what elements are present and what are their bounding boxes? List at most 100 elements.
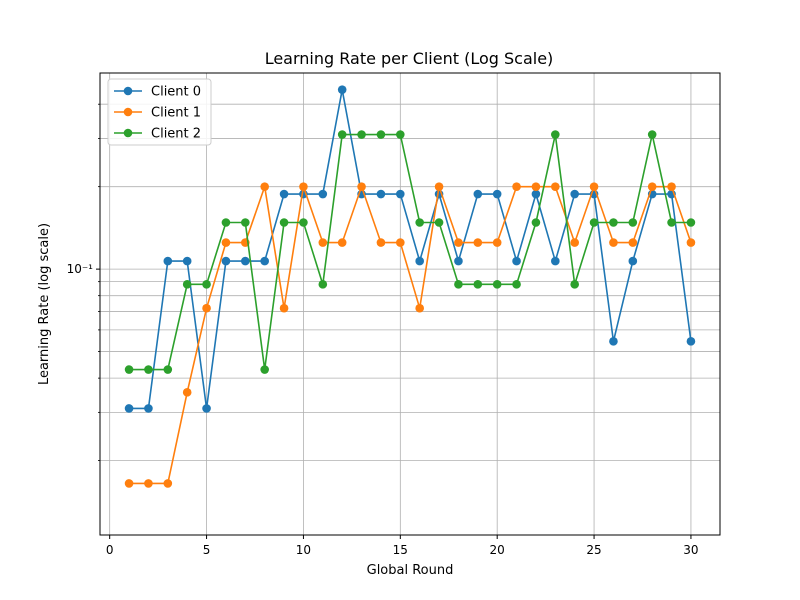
series-line xyxy=(129,89,692,410)
data-point xyxy=(609,337,618,346)
data-point xyxy=(492,189,502,199)
legend-swatch-marker xyxy=(123,86,133,96)
data-point xyxy=(221,238,231,247)
data-point xyxy=(454,238,463,247)
data-point xyxy=(551,182,560,191)
series-line xyxy=(129,133,691,371)
data-point xyxy=(628,238,638,247)
data-point xyxy=(686,218,696,227)
data-point xyxy=(415,218,424,227)
data-point xyxy=(279,218,289,227)
data-point xyxy=(182,388,192,397)
x-axis-label: Global Round xyxy=(367,563,454,578)
data-point xyxy=(279,303,289,313)
data-point xyxy=(473,189,483,199)
data-point xyxy=(163,479,173,488)
data-point xyxy=(260,256,269,266)
data-point xyxy=(492,280,502,289)
data-point xyxy=(318,189,328,199)
data-point xyxy=(202,303,211,313)
data-point xyxy=(667,182,676,191)
x-tick-label: 30 xyxy=(683,543,698,557)
data-point xyxy=(628,256,638,266)
y-axis-label: Learning Rate (log scale) xyxy=(37,223,52,385)
legend-label: Client 1 xyxy=(151,106,201,121)
data-point xyxy=(396,189,405,199)
data-point xyxy=(260,365,269,374)
data-point xyxy=(589,182,599,191)
data-point xyxy=(551,130,560,139)
data-point xyxy=(396,238,405,247)
data-point xyxy=(609,238,618,247)
data-point xyxy=(124,365,134,374)
data-point xyxy=(357,182,366,191)
data-point xyxy=(241,218,250,227)
data-point xyxy=(182,256,192,266)
data-point xyxy=(318,280,328,289)
data-point xyxy=(415,256,424,266)
data-point xyxy=(241,256,250,266)
data-point xyxy=(260,182,269,191)
data-point xyxy=(396,130,405,139)
data-point xyxy=(299,218,308,227)
data-point xyxy=(144,479,153,488)
data-point xyxy=(512,280,521,289)
series-line xyxy=(129,184,692,485)
data-point xyxy=(628,218,638,227)
data-point xyxy=(221,218,231,227)
data-point xyxy=(647,130,657,139)
data-point xyxy=(337,130,347,139)
data-point xyxy=(279,189,289,199)
data-point xyxy=(124,479,134,488)
x-tick-label: 5 xyxy=(203,543,211,557)
legend-swatch-marker xyxy=(123,107,133,117)
data-point xyxy=(144,404,153,413)
data-point xyxy=(589,218,599,227)
data-point xyxy=(163,365,173,374)
plot-frame xyxy=(99,72,721,536)
data-point xyxy=(434,218,444,227)
data-point xyxy=(531,182,541,191)
data-point xyxy=(221,256,231,266)
data-point xyxy=(473,238,483,247)
legend-label: Client 2 xyxy=(151,127,201,142)
x-tick-label: 0 xyxy=(106,543,114,557)
data-point xyxy=(551,256,560,266)
data-point xyxy=(202,404,211,413)
legend-swatch-marker xyxy=(123,128,133,138)
axis-ticks: 0 5 10 15 20 25 30 10⁻¹ xyxy=(67,103,699,557)
data-point xyxy=(163,256,173,266)
data-point xyxy=(376,130,386,139)
legend-item: Client 0 xyxy=(114,85,201,100)
y-tick-label: 10⁻¹ xyxy=(67,262,94,276)
data-point xyxy=(299,182,308,191)
data-point xyxy=(609,218,618,227)
legend-box xyxy=(107,78,212,146)
data-point xyxy=(454,256,463,266)
x-tick-label: 15 xyxy=(393,543,408,557)
data-point xyxy=(415,303,424,313)
data-point xyxy=(376,238,386,247)
chart-title: Learning Rate per Client (Log Scale) xyxy=(265,49,554,68)
data-point xyxy=(337,85,347,94)
legend: Client 0 Client 1 Client 2 xyxy=(107,78,212,146)
data-point xyxy=(318,238,328,247)
series-client-2 xyxy=(124,130,696,374)
data-point xyxy=(376,189,386,199)
legend-label: Client 0 xyxy=(151,85,201,100)
data-point xyxy=(357,130,366,139)
data-point xyxy=(686,337,696,346)
x-tick-label: 25 xyxy=(586,543,601,557)
data-point xyxy=(182,280,192,289)
data-point xyxy=(570,189,579,199)
data-point xyxy=(647,182,657,191)
data-point xyxy=(531,218,541,227)
data-point xyxy=(686,238,696,247)
series-layer xyxy=(124,85,696,488)
data-point xyxy=(434,182,444,191)
x-tick-label: 20 xyxy=(490,543,505,557)
data-point xyxy=(531,189,541,199)
data-point xyxy=(144,365,153,374)
data-point xyxy=(570,280,579,289)
